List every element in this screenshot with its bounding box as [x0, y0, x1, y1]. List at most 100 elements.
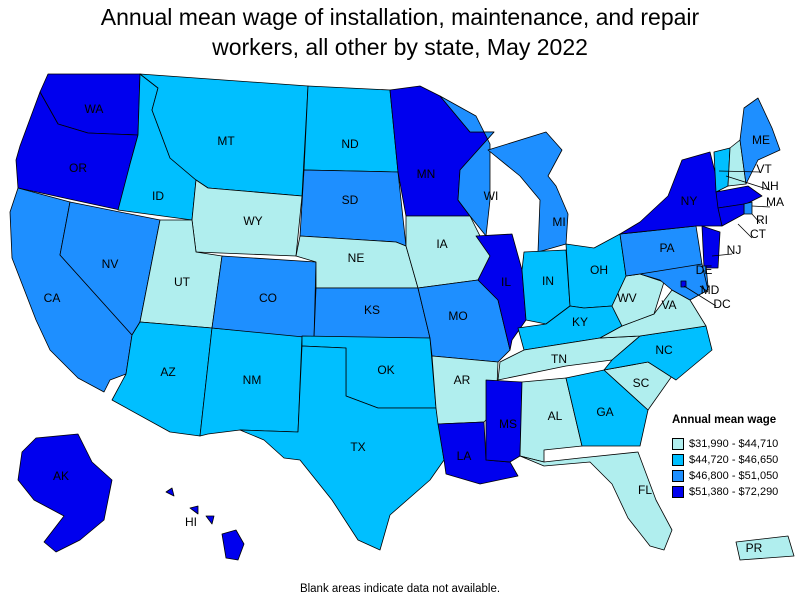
state-ma: [715, 185, 763, 209]
state-label-va: VA: [661, 298, 676, 312]
state-wi: [439, 95, 495, 237]
legend-swatch: [672, 454, 684, 466]
map-title: Annual mean wage of installation, mainte…: [0, 2, 800, 62]
state-label-nd: ND: [341, 137, 359, 151]
state-label-ks: KS: [364, 303, 380, 317]
state-label-nj: NJ: [727, 243, 742, 257]
legend-label: $44,720 - $46,650: [689, 454, 779, 466]
state-label-il: IL: [501, 275, 511, 289]
state-label-ne: NE: [348, 251, 365, 265]
state-label-wy: WY: [243, 214, 262, 228]
state-label-mo: MO: [448, 309, 467, 323]
state-me: [739, 97, 781, 185]
state-label-id: ID: [152, 189, 164, 203]
state-ga: [565, 369, 649, 447]
state-label-nv: NV: [102, 257, 119, 271]
legend-swatch: [672, 438, 684, 450]
state-label-mi: MI: [552, 215, 565, 229]
state-label-mn: MN: [417, 167, 436, 181]
state-label-al: AL: [548, 409, 563, 423]
legend-label: $46,800 - $51,050: [689, 470, 779, 482]
hawaii-island-shape: [205, 515, 215, 525]
state-nd: [303, 85, 399, 173]
state-label-tx: TX: [350, 440, 365, 454]
state-label-sc: SC: [633, 376, 650, 390]
state-ms: [485, 379, 523, 463]
state-label-wv: WV: [617, 291, 636, 305]
state-label-co: CO: [259, 291, 277, 305]
state-labels: WA OR CA NV ID MT WY UT AZ NM CO ND SD NE KS OK TX MN IA MO…: [44, 102, 784, 555]
state-label-ak: AK: [53, 469, 69, 483]
legend-label: $51,380 - $72,290: [689, 486, 779, 498]
state-fl: [519, 451, 673, 551]
state-label-ok: OK: [377, 363, 394, 377]
state-label-sd: SD: [342, 193, 359, 207]
title-line-2: workers, all other by state, May 2022: [212, 34, 588, 60]
state-label-vt: VT: [756, 162, 772, 176]
hawaii-island-shape: [165, 487, 175, 497]
state-label-in: IN: [542, 274, 554, 288]
state-label-ut: UT: [174, 275, 191, 289]
state-label-ga: GA: [596, 405, 613, 419]
state-label-az: AZ: [160, 365, 175, 379]
label-leader-line: [751, 213, 761, 224]
state-hi: [221, 529, 245, 561]
label-leader-line: [737, 223, 753, 239]
state-ny: [619, 151, 723, 235]
state-label-nm: NM: [243, 373, 262, 387]
state-dc: [680, 280, 687, 288]
state-ct: [717, 203, 745, 227]
label-leader-line: [725, 175, 771, 191]
state-label-ia: IA: [436, 237, 447, 251]
state-la: [437, 421, 519, 485]
state-nj: [701, 225, 721, 269]
legend-item: $31,990 - $44,710: [672, 436, 800, 452]
state-label-mt: MT: [217, 134, 235, 148]
state-label-ma: MA: [766, 195, 784, 209]
state-label-fl: FL: [638, 483, 652, 497]
legend-swatch: [672, 486, 684, 498]
state-label-nh: NH: [761, 179, 778, 193]
state-ia: [405, 215, 491, 289]
state-label-me: ME: [752, 133, 770, 147]
state-mi: [487, 131, 569, 253]
state-label-ct: CT: [750, 227, 767, 241]
legend-item: $46,800 - $51,050: [672, 468, 800, 484]
state-tx: [239, 345, 445, 551]
state-ri: [743, 201, 753, 215]
state-label-ky: KY: [572, 315, 588, 329]
label-leader-line: [683, 285, 717, 307]
label-leader-line: [699, 285, 709, 293]
title-line-1: Annual mean wage of installation, mainte…: [100, 4, 700, 30]
legend-swatch: [672, 470, 684, 482]
legend: Annual mean wage $31,990 - $44,710 $44,7…: [672, 414, 800, 500]
leader-lines: [683, 170, 771, 307]
label-leader-line: [751, 205, 771, 208]
state-label-ri: RI: [756, 213, 768, 227]
legend-item: $51,380 - $72,290: [672, 484, 800, 500]
legend-label: $31,990 - $44,710: [689, 438, 779, 450]
state-vt: [713, 147, 731, 193]
state-label-ar: AR: [454, 373, 471, 387]
legend-title: Annual mean wage: [672, 414, 777, 426]
label-leader-line: [711, 253, 733, 257]
state-label-or: OR: [69, 161, 87, 175]
state-label-nc: NC: [655, 343, 673, 357]
state-label-la: LA: [457, 449, 472, 463]
footnote: Blank areas indicate data not available.: [299, 583, 501, 595]
state-shapes: [9, 73, 795, 561]
label-leader-line: [718, 170, 761, 173]
state-label-wa: WA: [85, 102, 104, 116]
state-md: [639, 263, 709, 301]
state-label-oh: OH: [590, 263, 608, 277]
state-label-ms: MS: [499, 417, 517, 431]
state-label-tn: TN: [551, 352, 567, 366]
state-ak: [17, 433, 113, 553]
state-label-hi: HI: [185, 515, 197, 529]
state-label-pr: PR: [746, 541, 763, 555]
state-pr: [735, 535, 795, 561]
hawaii-island-shape: [189, 505, 199, 515]
state-label-ny: NY: [681, 194, 698, 208]
state-label-md: MD: [701, 283, 720, 297]
state-label-pa: PA: [659, 241, 674, 255]
